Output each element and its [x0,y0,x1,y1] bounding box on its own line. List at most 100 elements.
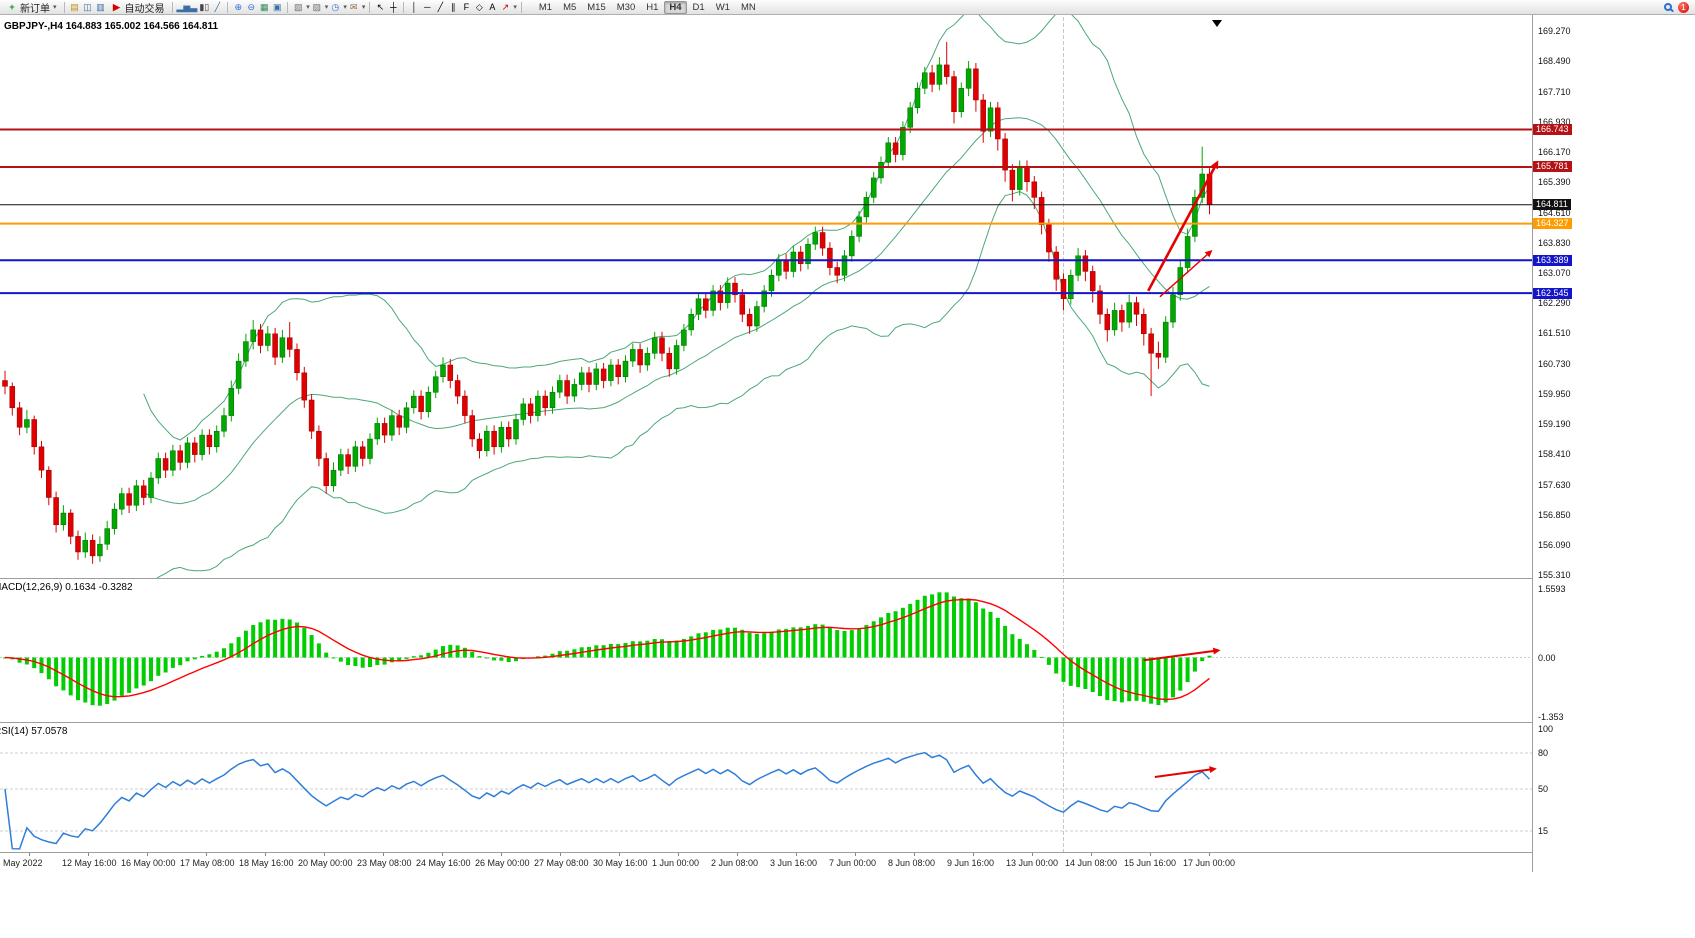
time-axis-tick [619,853,620,856]
time-axis-label: 23 May 08:00 [357,858,412,868]
arrange-windows-icon[interactable]: ▣ [273,1,282,12]
chevron-down-icon: ▾ [513,4,517,11]
time-axis-label: 12 May 16:00 [62,858,117,868]
zoom-out-icon[interactable]: ⊖ [247,1,256,12]
time-axis-tick [88,853,89,856]
new-order-button[interactable]: + 新订单 ▾ [3,1,60,15]
time-axis-label: 1 Jun 00:00 [652,858,700,868]
time-axis-label: 18 May 16:00 [239,858,294,868]
data-window-icon[interactable]: ◫ [83,1,92,12]
navigator-icon[interactable]: ▥ [96,1,105,12]
chart-shift-marker[interactable] [1212,20,1222,27]
timeframe-button-m1[interactable]: M1 [538,1,553,13]
price-axis-tick: 156.090 [1538,540,1571,550]
price-axis-tick: 162.290 [1538,298,1571,308]
timeframe-button-m15[interactable]: M15 [587,1,606,13]
macd-indicator-chart[interactable] [0,579,1532,722]
price-level-tag-165.781: 165.781 [1533,161,1572,172]
vertical-line-icon[interactable]: │ [411,1,418,12]
price-axis-tick: 155.310 [1538,570,1571,580]
macd-axis-tick: 1.5593 [1538,584,1566,594]
candlestick-chart-icon[interactable]: ▮▯ [199,1,210,12]
timeframe-button-d1[interactable]: D1 [692,1,705,13]
horizontal-line-icon[interactable]: ─ [424,1,431,12]
macd-arrow-annotation[interactable] [1143,647,1221,662]
time-axis-label: 8 Jun 08:00 [888,858,936,868]
rsi-indicator-chart[interactable] [0,723,1532,852]
time-axis-label: 14 Jun 08:00 [1065,858,1118,868]
timeframe-button-m5[interactable]: M5 [563,1,577,13]
time-axis[interactable]: May 2022 12 May 16:00 16 May 00:00 17 May 0… [0,852,1695,872]
profiles-icon[interactable]: ▨ [312,1,322,12]
price-axis-tick: 159.190 [1538,419,1571,429]
time-axis-tick [1091,853,1092,856]
trend-arrow-annotation[interactable] [1147,160,1219,292]
chevron-down-icon: ▾ [53,4,57,11]
timeframe-button-h4[interactable]: H4 [664,0,687,14]
trend-arrow-annotation-small[interactable] [1159,250,1213,298]
rsi-label: RSI(14) 57.0578 [0,726,68,737]
time-axis-label: 9 Jun 16:00 [947,858,995,868]
time-axis-tick [1150,853,1151,856]
panel-divider[interactable] [0,722,1695,723]
trendline-icon[interactable]: ╱ [437,1,444,12]
market-watch-icon[interactable]: ▤ [70,1,79,12]
play-icon: ▶ [113,1,120,12]
time-axis-label: 2 Jun 08:00 [711,858,759,868]
channel-icon[interactable]: ∥ [451,1,456,12]
mail-icon[interactable]: ✉ [350,1,358,12]
arrow-tool-icon[interactable]: ↗ [501,1,510,12]
time-axis-label: 24 May 16:00 [416,858,471,868]
cursor-icon[interactable]: ↖ [376,1,385,12]
toolbar-right-group: 1 [1664,1,1692,13]
crosshair-icon[interactable]: ┼ [390,1,397,12]
macd-panel: MACD(12,26,9) 0.1634 -0.3282 [0,579,1532,722]
text-icon[interactable]: A [489,1,496,12]
notification-badge[interactable]: 1 [1678,1,1689,13]
time-axis-tick [914,853,915,856]
time-axis-label: 7 Jun 00:00 [829,858,877,868]
fibonacci-icon[interactable]: F [463,1,470,12]
price-axis-tick: 168.490 [1538,56,1571,66]
time-axis-label: 16 May 00:00 [121,858,176,868]
zoom-in-icon[interactable]: ⊕ [234,1,243,12]
price-axis-tick: 163.070 [1538,268,1571,278]
chevron-down-icon: ▾ [324,4,329,11]
timeframe-button-h1[interactable]: H1 [646,1,659,13]
time-axis-label: 20 May 00:00 [298,858,353,868]
timeframe-button-mn[interactable]: MN [740,1,756,13]
time-axis-tick [206,853,207,856]
timeframe-button-m30[interactable]: M30 [616,1,636,13]
bar-chart-icon[interactable]: ▂▅▃ [176,1,198,12]
rsi-axis-tick: 15 [1538,826,1549,836]
line-chart-icon[interactable]: ╱ [214,1,220,12]
macd-signal-line [4,598,1210,701]
panel-divider[interactable] [0,578,1695,579]
time-axis-tick [678,853,679,856]
chevron-down-icon: ▾ [306,4,310,11]
price-level-tag-162.545: 162.545 [1533,288,1572,299]
price-level-tag-163.389: 163.389 [1533,255,1572,266]
rsi-arrow-annotation[interactable] [1154,766,1217,778]
new-order-icon: + [9,1,15,12]
price-level-tag-164.811: 164.811 [1533,199,1571,210]
rsi-panel: RSI(14) 57.0578 [0,723,1532,852]
price-axis-tick: 164.610 [1538,208,1571,218]
periods-clock-icon[interactable]: ◷ [331,1,340,12]
toolbar-separator [287,1,289,13]
toolbar-separator [171,1,173,13]
auto-trading-button[interactable]: ▶ 自动交易 [108,1,168,15]
time-axis-tick [973,853,974,856]
shapes-icon[interactable]: ◇ [475,1,483,12]
tile-windows-icon[interactable]: ▦ [260,1,269,12]
toolbar-separator [227,1,229,13]
timeframe-button-w1[interactable]: W1 [715,1,730,13]
rsi-axis-tick: 100 [1538,724,1554,734]
search-icon[interactable] [1664,3,1672,11]
toolbar-items: + 新订单 ▾ ▤ ◫ ▥ ▶ 自动交易 ▂▅▃ ▮▯ ╱ ⊕ ⊖ ▦ ▣ ▧ ▾ ▨ ▾ ◷ ▾ ✉ ▾ ↖ ┼ │ ─ ╱ ∥ F ◇ A… [3,1,517,15]
candlestick-chart[interactable] [0,15,1532,578]
macd-axis-tick: -1.353 [1538,712,1564,722]
price-scale[interactable]: 169.270 168.490 167.710 166.930 166.170 165.3… [1532,15,1695,872]
templates-icon[interactable]: ▧ [294,1,303,12]
time-axis-tick [796,853,797,856]
